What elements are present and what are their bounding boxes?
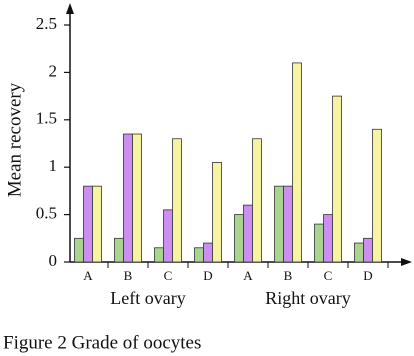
x-tick-label: A [243, 268, 253, 283]
x-tick-label: C [164, 268, 173, 283]
bar [172, 138, 182, 263]
bar [292, 62, 302, 263]
bar [92, 185, 102, 263]
bar [74, 237, 84, 263]
x-tick-label: B [124, 268, 133, 283]
bar [274, 185, 284, 263]
x-tick-label: B [284, 268, 293, 283]
x-tick-label: C [324, 268, 333, 283]
y-axis-arrow [66, 3, 74, 14]
bar [372, 128, 382, 263]
x-axis-arrow [401, 258, 412, 266]
bar [234, 214, 244, 263]
bar [354, 242, 364, 263]
y-tick-label: 1 [49, 156, 58, 175]
y-tick-label: 0 [49, 251, 58, 270]
bar [363, 237, 373, 263]
bar [212, 162, 222, 263]
bar [332, 95, 342, 263]
bar [194, 247, 204, 263]
bar [154, 247, 164, 263]
bar [283, 185, 293, 263]
y-tick-label: 1.5 [36, 109, 57, 128]
y-tick-label: 2.5 [36, 14, 57, 33]
bar [314, 223, 324, 263]
y-tick-label: 0.5 [36, 204, 57, 223]
group-label: Left ovary [110, 288, 185, 308]
bar [163, 209, 173, 263]
x-tick-label: D [203, 268, 212, 283]
bar [323, 214, 333, 263]
bar [203, 242, 213, 263]
group-label: Right ovary [265, 288, 351, 308]
x-tick-label: A [83, 268, 93, 283]
bar [243, 204, 253, 263]
bar [83, 185, 93, 263]
caption: Figure 2 Grade of oocytes [3, 332, 201, 353]
bar [114, 237, 124, 263]
bar [123, 133, 133, 263]
bar [252, 138, 262, 263]
y-axis-title: Mean recovery [4, 82, 25, 197]
y-tick-label: 2 [49, 61, 58, 80]
x-tick-label: D [363, 268, 372, 283]
bar [132, 133, 142, 263]
